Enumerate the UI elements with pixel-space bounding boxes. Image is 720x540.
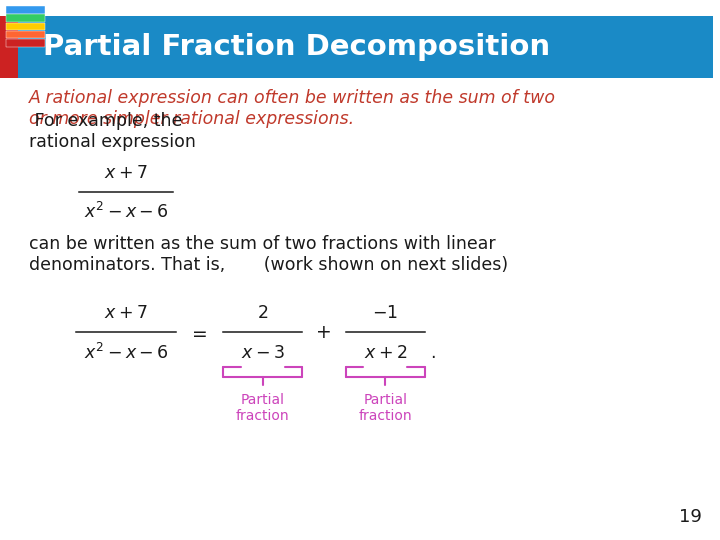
Text: A rational expression can often be written as the sum of two
or more simpler rat: A rational expression can often be writt… [29, 89, 556, 128]
Text: Partial
fraction: Partial fraction [359, 393, 412, 423]
Text: $.$: $.$ [430, 343, 436, 362]
FancyBboxPatch shape [6, 39, 45, 46]
FancyBboxPatch shape [18, 16, 713, 78]
Text: $+$: $+$ [315, 322, 330, 342]
Text: Partial Fraction Decomposition: Partial Fraction Decomposition [43, 33, 550, 61]
Text: $2$: $2$ [257, 304, 269, 322]
FancyBboxPatch shape [6, 15, 45, 22]
Text: $x + 7$: $x + 7$ [104, 164, 148, 182]
FancyBboxPatch shape [0, 16, 18, 78]
FancyBboxPatch shape [6, 6, 45, 14]
Text: $x-3$: $x-3$ [241, 343, 284, 362]
Text: $-1$: $-1$ [372, 304, 398, 322]
Text: For example, the
rational expression: For example, the rational expression [29, 112, 196, 151]
Text: $x + 7$: $x + 7$ [104, 304, 148, 322]
Text: $x^2-x-6$: $x^2-x-6$ [84, 202, 168, 222]
Text: 19: 19 [679, 509, 702, 526]
FancyBboxPatch shape [6, 23, 45, 30]
Text: $=$: $=$ [189, 322, 207, 342]
Text: $x^2-x-6$: $x^2-x-6$ [84, 342, 168, 363]
FancyBboxPatch shape [6, 31, 45, 38]
Text: can be written as the sum of two fractions with linear
denominators. That is,   : can be written as the sum of two fractio… [29, 235, 508, 274]
Text: $x+2$: $x+2$ [364, 343, 407, 362]
Text: Partial
fraction: Partial fraction [236, 393, 289, 423]
